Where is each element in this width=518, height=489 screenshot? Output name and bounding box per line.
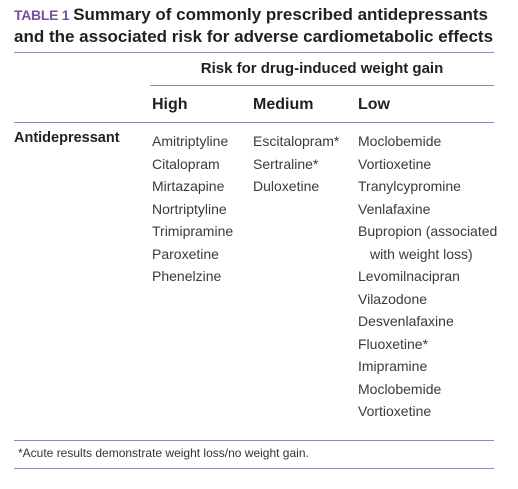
drug-name: Bupropion (associated with weight loss) (358, 223, 498, 262)
drug-name: Moclobemide (358, 133, 442, 149)
drug-name: Desvenlafaxine (358, 313, 454, 329)
drug-name: Vilazodone (358, 290, 428, 307)
drug-name: Phenelzine (152, 268, 222, 284)
drug-name: Escitalopram* (253, 133, 340, 149)
drug-list: Escitalopram* Sertraline* Duloxetine (253, 130, 353, 198)
table-label: TABLE 1 (14, 7, 70, 23)
drug-name: Vortioxetine (358, 155, 432, 172)
drug-name: Sertraline* (253, 155, 319, 172)
column-header: Medium (253, 96, 314, 113)
rule (14, 122, 494, 123)
drug-list: Moclobemide Vortioxetine Tranylcypromine Ve… (358, 130, 508, 423)
drug-name: Mirtazapine (152, 178, 225, 194)
drug-name: Imipramine (358, 358, 428, 374)
rule (14, 468, 494, 469)
drug-name: Tranylcypromine (358, 178, 461, 194)
drug-name: Citalopram (152, 155, 220, 172)
drug-name: Duloxetine (253, 178, 320, 194)
rule (14, 52, 494, 53)
title-text: Summary of commonly prescribed antidepre… (14, 5, 494, 46)
drug-name: Nortriptyline (152, 200, 227, 217)
row-label: Antidepressant (14, 130, 120, 146)
drug-name: Levomilnacipran (358, 268, 460, 284)
column-header: High (152, 96, 188, 113)
drug-name: Paroxetine (152, 245, 219, 262)
drug-name: Vortioxetine (358, 403, 432, 419)
title: TABLE 1 Summary of commonly prescribed an… (14, 4, 504, 48)
footnote: *Acute results demonstrate weight loss/n… (18, 446, 309, 460)
rule (14, 440, 494, 441)
drug-name: Amitriptyline (152, 133, 229, 149)
group-header: Risk for drug-induced weight gain (200, 60, 444, 77)
drug-name: Venlafaxine (358, 200, 431, 217)
drug-name: Trimipramine (152, 223, 234, 239)
drug-name: Moclobemide (358, 380, 442, 397)
column-header: Low (358, 96, 390, 113)
rule (150, 85, 494, 86)
drug-name: Fluoxetine* (358, 335, 429, 352)
drug-list: Amitriptyline Citalopram Mirtazapine Nortri… (152, 130, 252, 288)
